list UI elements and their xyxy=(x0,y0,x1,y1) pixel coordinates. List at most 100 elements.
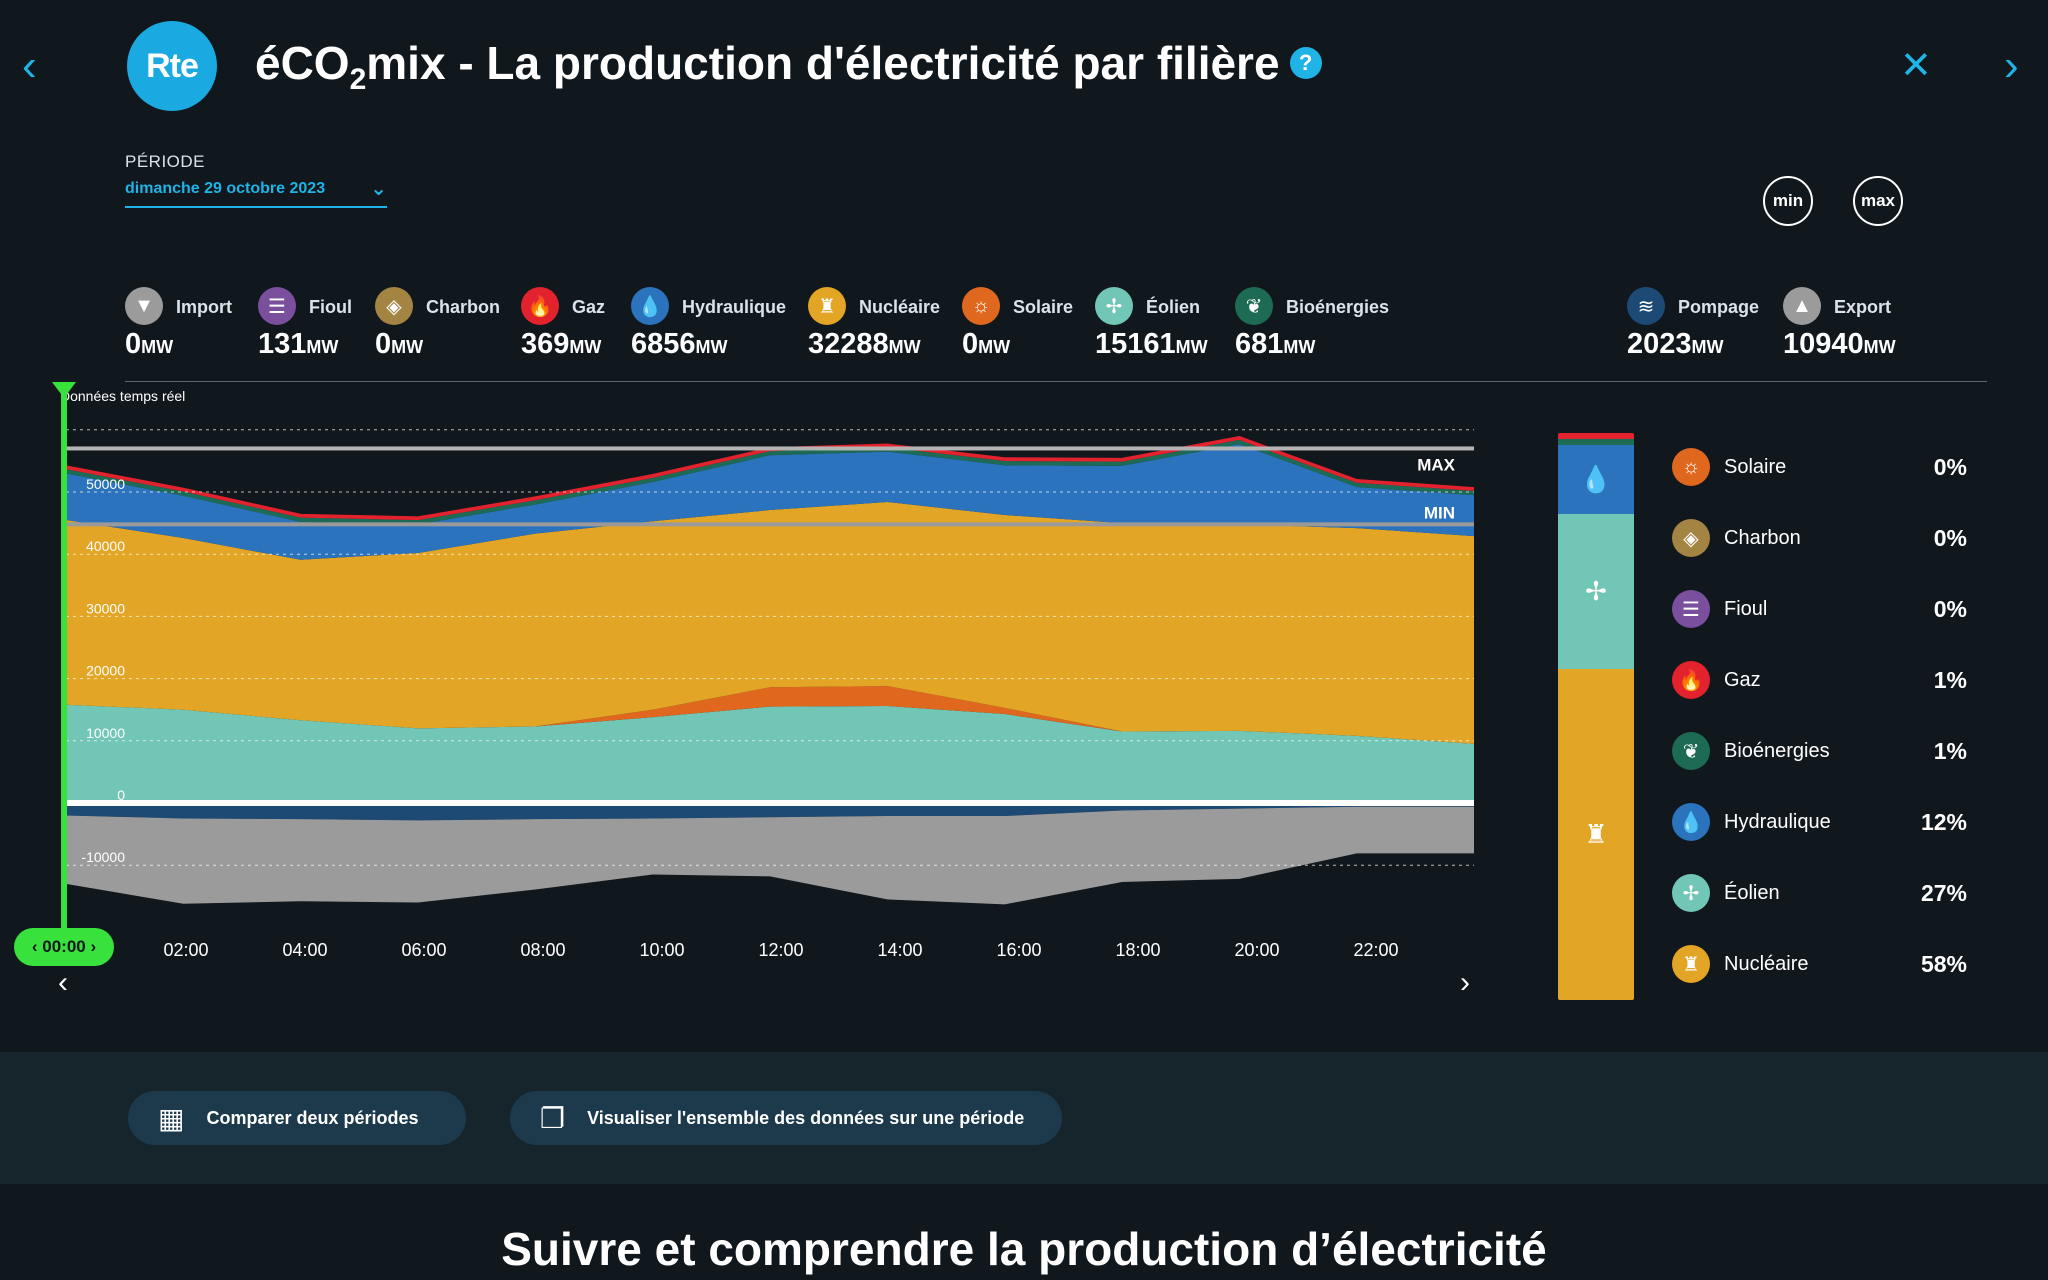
next-arrow-icon[interactable]: › xyxy=(2004,41,2019,90)
source-value: 2023MW xyxy=(1627,328,1724,360)
time-cursor-line[interactable] xyxy=(61,388,67,940)
export-icon: ▲ xyxy=(1783,287,1821,325)
fuel-icon: ☰ xyxy=(258,287,296,325)
legend-item-éolien: ✢ Éolien 27% xyxy=(1672,874,1972,914)
area-éolien xyxy=(66,704,1474,803)
area-hydraulique xyxy=(66,444,1474,560)
source-name: Hydraulique xyxy=(682,297,787,317)
source-value: 32288MW xyxy=(808,328,921,360)
hydro-icon: 💧 xyxy=(1579,464,1613,494)
source-name: Gaz xyxy=(572,297,606,317)
stack-hydro: 💧 xyxy=(1558,445,1634,514)
wind-icon: ✢ xyxy=(1672,874,1710,912)
legend-percent: 27% xyxy=(1920,880,1967,906)
source-value: 15161MW xyxy=(1095,328,1208,360)
section-heading: Suivre et comprendre la production d’éle… xyxy=(501,1223,1547,1275)
stack-bio xyxy=(1558,439,1634,445)
x-tick-label: 20:00 xyxy=(1234,940,1279,960)
source-name: Import xyxy=(176,297,232,317)
legend-item-fioul: ☰ Fioul 0% xyxy=(1672,590,1972,630)
visualize-period-button[interactable]: ❐ Visualiser l'ensemble des données sur … xyxy=(510,1091,1062,1145)
nuclear-icon: ♜ xyxy=(1672,945,1710,983)
y-tick-label: 10000 xyxy=(86,725,125,741)
max-line-label: MAX xyxy=(1417,455,1455,474)
legend-percent: 1% xyxy=(1933,667,1967,693)
source-name: Charbon xyxy=(426,297,500,317)
coal-icon: ◈ xyxy=(375,287,413,325)
stack-gas xyxy=(1558,433,1634,439)
production-area-chart[interactable]: 50000 40000 30000 20000 10000 0 -10000 MAX MIN 02… xyxy=(0,380,1500,1020)
source-name: Nucléaire xyxy=(859,297,941,317)
y-tick-label: 0 xyxy=(117,787,125,803)
x-tick-label: 04:00 xyxy=(282,940,327,960)
x-tick-label: 08:00 xyxy=(520,940,565,960)
x-tick-label: 16:00 xyxy=(996,940,1041,960)
import-icon: ▼ xyxy=(125,287,163,325)
gas-icon: 🔥 xyxy=(1672,661,1710,699)
min-line-label: MIN xyxy=(1424,503,1455,522)
source-name: Éolien xyxy=(1146,297,1201,317)
max-button[interactable]: max xyxy=(1853,176,1903,226)
source-value: 681MW xyxy=(1235,328,1316,360)
legend-name: Solaire xyxy=(1724,456,1787,478)
legend-percent: 0% xyxy=(1933,454,1967,480)
nuclear-icon: ♜ xyxy=(808,287,846,325)
x-tick-label: 02:00 xyxy=(163,940,208,960)
source-name: Solaire xyxy=(1013,297,1074,317)
x-tick-label: 14:00 xyxy=(877,940,922,960)
legend-item-hydraulique: 💧 Hydraulique 12% xyxy=(1672,803,1972,843)
source-name: Bioénergies xyxy=(1286,297,1390,317)
chevron-down-icon: ⌄ xyxy=(370,178,387,200)
zero-line xyxy=(66,800,1474,806)
fuel-icon: ☰ xyxy=(1672,590,1710,628)
source-name: Export xyxy=(1834,297,1892,317)
help-icon[interactable]: ? xyxy=(1289,46,1322,79)
y-tick-label: 20000 xyxy=(86,663,125,679)
source-value: 0MW xyxy=(125,328,174,360)
legend-name: Nucléaire xyxy=(1724,953,1809,975)
time-cursor-handle[interactable]: ‹ 00:00 › xyxy=(14,928,114,966)
legend-item-nucléaire: ♜ Nucléaire 58% xyxy=(1672,945,1972,985)
source-value: 369MW xyxy=(521,328,602,360)
rte-logo: Rte xyxy=(127,21,217,111)
min-line xyxy=(66,522,1474,527)
legend-percent: 1% xyxy=(1933,738,1967,764)
source-name: Fioul xyxy=(309,297,352,317)
solar-icon: ☼ xyxy=(962,287,1000,325)
bio-icon: ❦ xyxy=(1672,732,1710,770)
legend-item-gaz: 🔥 Gaz 1% xyxy=(1672,661,1972,701)
period-date-select[interactable]: dimanche 29 octobre 2023 ⌄ xyxy=(125,178,387,208)
legend-name: Éolien xyxy=(1724,882,1780,904)
close-icon[interactable]: ✕ xyxy=(1900,45,1932,87)
legend-item-bioénergies: ❦ Bioénergies 1% xyxy=(1672,732,1972,772)
page-title: éCO2mix - La production d'électricité pa… xyxy=(255,36,1322,97)
hydro-icon: 💧 xyxy=(1672,803,1710,841)
x-tick-label: 06:00 xyxy=(401,940,446,960)
pumping-icon: ≋ xyxy=(1627,287,1665,325)
legend-name: Bioénergies xyxy=(1724,740,1830,762)
legend-item-solaire: ☼ Solaire 0% xyxy=(1672,448,1972,488)
area-pompage xyxy=(66,803,1474,821)
nuclear-icon: ♜ xyxy=(1584,819,1608,849)
chart-next-icon[interactable]: › xyxy=(1460,966,1470,999)
x-tick-label: 10:00 xyxy=(639,940,684,960)
compare-periods-button[interactable]: ▦ Comparer deux périodes xyxy=(128,1091,466,1145)
previous-arrow-icon[interactable]: ‹ xyxy=(22,41,37,90)
legend-percent: 12% xyxy=(1920,809,1967,835)
coal-icon: ◈ xyxy=(1672,519,1710,557)
source-value: 0MW xyxy=(962,328,1011,360)
source-value: 6856MW xyxy=(631,328,728,360)
source-name: Pompage xyxy=(1678,297,1760,317)
realtime-data-label: Données temps réel xyxy=(60,388,186,404)
wind-icon: ✢ xyxy=(1095,287,1133,325)
stack-wind: ✢ xyxy=(1558,514,1634,669)
chart-prev-icon[interactable]: ‹ xyxy=(58,966,68,999)
legend-percent: 0% xyxy=(1933,525,1967,551)
min-button[interactable]: min xyxy=(1763,176,1813,226)
gas-icon: 🔥 xyxy=(521,287,559,325)
wind-icon: ✢ xyxy=(1585,576,1607,606)
legend-item-charbon: ◈ Charbon 0% xyxy=(1672,519,1972,559)
bio-icon: ❦ xyxy=(1235,287,1273,325)
area-nucléaire xyxy=(66,501,1474,744)
x-tick-label: 12:00 xyxy=(758,940,803,960)
